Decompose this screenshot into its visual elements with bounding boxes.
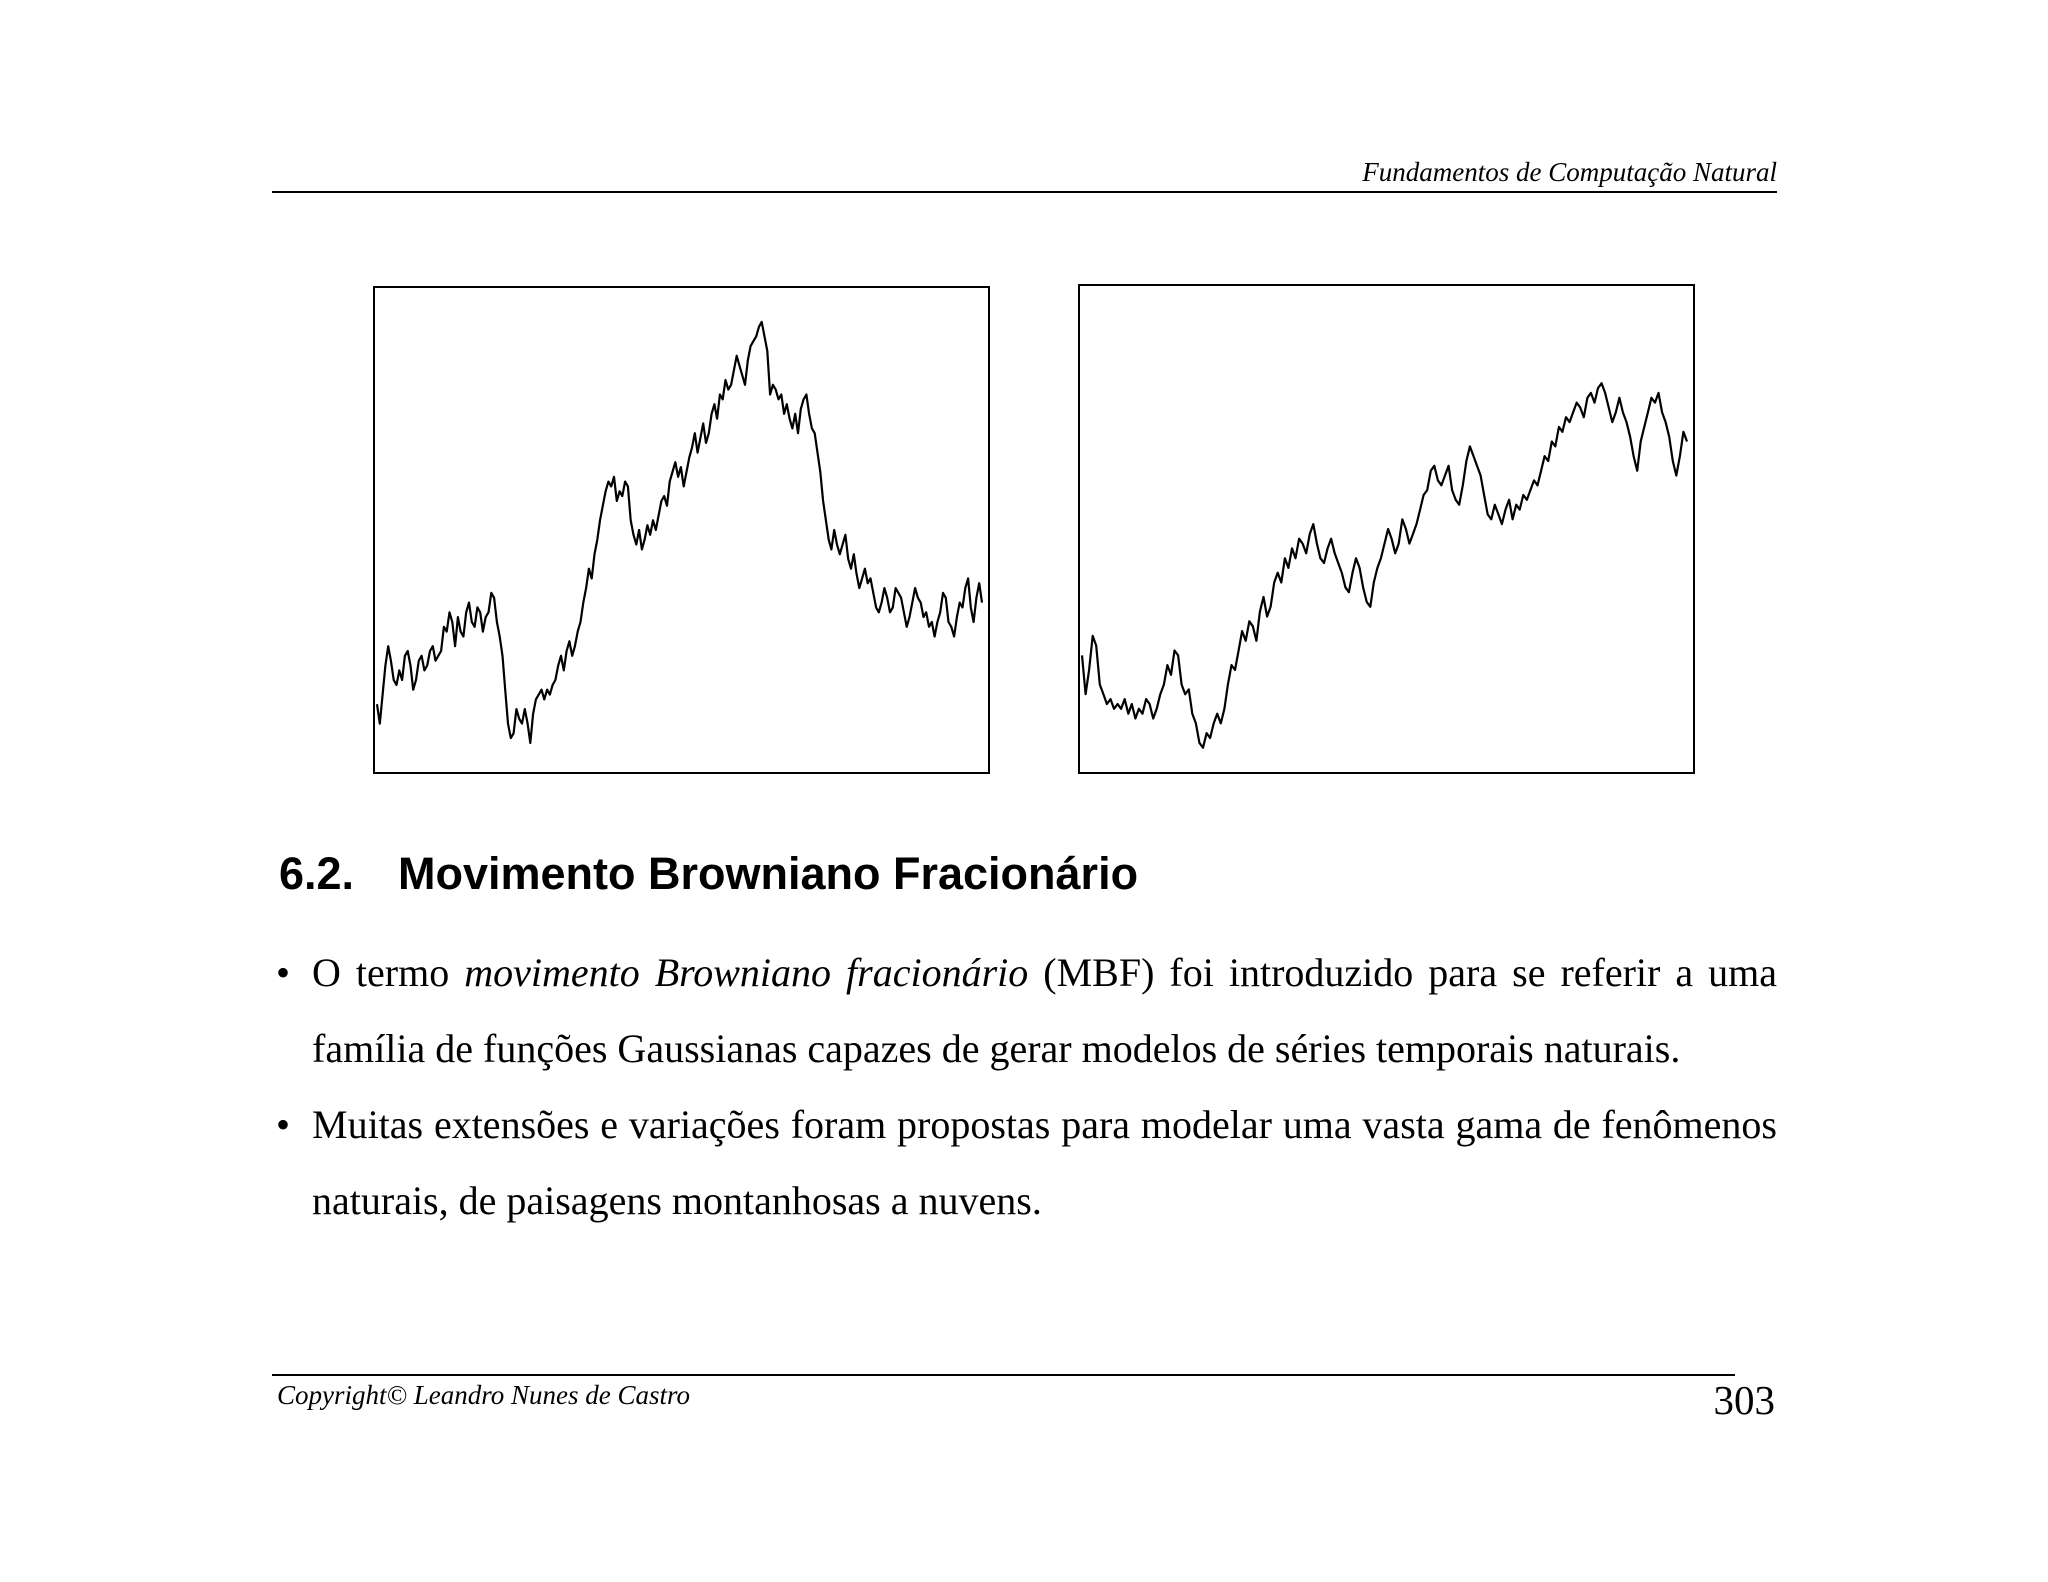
right-plot-trace — [1080, 382, 1689, 749]
bullet-item-2: • Muitas extensões e variações foram prop… — [272, 1087, 1777, 1239]
footer-rule — [272, 1374, 1735, 1376]
bullet-1-text-pre: O termo — [312, 950, 465, 995]
section-title: Movimento Browniano Fracionário — [398, 848, 1139, 899]
left-plot — [373, 286, 990, 774]
right-plot — [1078, 284, 1695, 774]
bullet-1-term: movimento Browniano fracionário — [464, 950, 1029, 995]
left-plot-trace — [375, 320, 984, 745]
bullet-list: • O termo movimento Browniano fracionário… — [272, 935, 1777, 1239]
bullet-item-1: • O termo movimento Browniano fracionário… — [272, 935, 1777, 1087]
bullet-1-text-post: (MBF) foi introduzido para se referir a … — [312, 950, 1778, 1071]
page-number: 303 — [1713, 1377, 1776, 1423]
header-rule — [272, 191, 1777, 193]
running-header: Fundamentos de Computação Natural — [1362, 157, 1777, 187]
section-number: 6.2. — [279, 848, 355, 899]
bullet-2-text: Muitas extensões e variações foram propo… — [312, 1102, 1777, 1223]
bullet-icon: • — [276, 950, 291, 995]
bullet-icon: • — [276, 1102, 291, 1147]
section-heading: 6.2. Movimento Browniano Fracionário — [279, 846, 1138, 902]
footer-copyright: Copyright© Leandro Nunes de Castro — [277, 1380, 691, 1410]
